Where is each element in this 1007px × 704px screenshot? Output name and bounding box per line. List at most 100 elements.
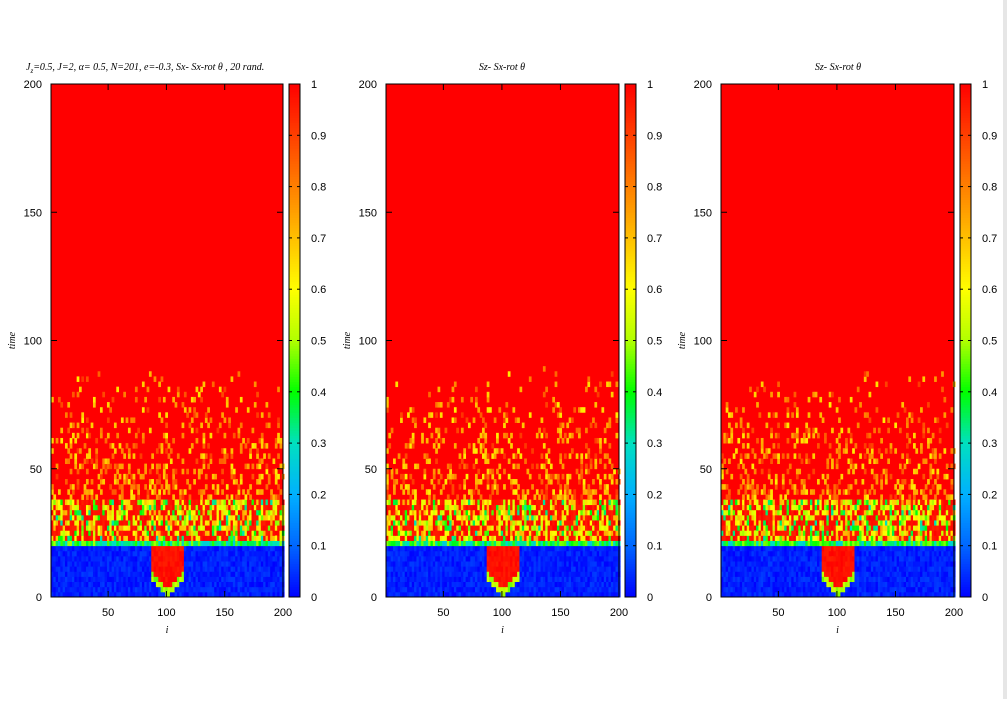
heat-cell bbox=[154, 571, 157, 577]
heat-cell bbox=[395, 469, 398, 475]
heat-cell bbox=[130, 484, 133, 490]
heat-cell bbox=[599, 515, 602, 521]
heat-cell bbox=[77, 561, 80, 567]
y-tick-label: 200 bbox=[24, 79, 42, 91]
heat-cell bbox=[487, 407, 490, 413]
heat-cell bbox=[147, 546, 150, 552]
heat-cell bbox=[58, 571, 61, 577]
heat-cell bbox=[130, 525, 133, 531]
heat-cell bbox=[130, 541, 133, 547]
heat-cell bbox=[133, 505, 136, 511]
heat-cell bbox=[494, 520, 497, 526]
heat-cell bbox=[280, 576, 283, 582]
heat-cell bbox=[456, 535, 459, 541]
heat-cell bbox=[559, 458, 562, 464]
heat-cell bbox=[402, 525, 405, 531]
heat-cell bbox=[536, 505, 539, 511]
heat-cell bbox=[226, 500, 229, 506]
heat-cell bbox=[116, 582, 119, 588]
heat-cell bbox=[161, 448, 164, 454]
heat-cell bbox=[569, 535, 572, 541]
heat-cell bbox=[583, 500, 586, 506]
heat-cell bbox=[112, 556, 115, 562]
heat-cell bbox=[70, 561, 73, 567]
heat-cell bbox=[77, 515, 80, 521]
heat-cell bbox=[95, 546, 98, 552]
heat-cell bbox=[592, 566, 595, 572]
heat-cell bbox=[550, 546, 553, 552]
heat-cell bbox=[121, 464, 124, 470]
heat-cell bbox=[468, 551, 471, 557]
heat-cell bbox=[468, 423, 471, 429]
heat-cell bbox=[100, 469, 103, 475]
heat-cell bbox=[275, 505, 278, 511]
heat-cell bbox=[231, 464, 234, 470]
heat-cell bbox=[184, 541, 187, 547]
heat-cell bbox=[149, 587, 152, 593]
heat-cell bbox=[163, 505, 166, 511]
heat-cell bbox=[416, 571, 419, 577]
heat-cell bbox=[249, 561, 252, 567]
heat-cell bbox=[391, 556, 394, 562]
heat-cell bbox=[133, 417, 136, 423]
heat-cell bbox=[221, 530, 224, 536]
heat-cell bbox=[105, 500, 108, 506]
heat-cell bbox=[487, 510, 490, 516]
heat-cell bbox=[158, 576, 161, 582]
heat-cell bbox=[405, 582, 408, 588]
heat-cell bbox=[224, 500, 227, 506]
heat-cell bbox=[395, 541, 398, 547]
heat-cell bbox=[91, 494, 94, 500]
heat-cell bbox=[63, 535, 66, 541]
heat-cell bbox=[440, 576, 443, 582]
heat-cell bbox=[463, 479, 466, 485]
heat-cell bbox=[398, 525, 401, 531]
heat-cell bbox=[210, 582, 213, 588]
heat-cell bbox=[405, 561, 408, 567]
heat-cell bbox=[266, 525, 269, 531]
heat-cell bbox=[133, 453, 136, 459]
heat-cell bbox=[398, 541, 401, 547]
heat-cell bbox=[562, 423, 565, 429]
heat-cell bbox=[60, 525, 63, 531]
heat-cell bbox=[423, 541, 426, 547]
heat-cell bbox=[475, 387, 478, 393]
heat-cell bbox=[105, 530, 108, 536]
heat-cell bbox=[217, 541, 220, 547]
heat-cell bbox=[107, 551, 110, 557]
heat-cell bbox=[562, 546, 565, 552]
heat-cell bbox=[414, 510, 417, 516]
heat-cell bbox=[510, 566, 513, 572]
colorbar-tick-label: 0.1 bbox=[311, 541, 326, 553]
heat-cell bbox=[573, 505, 576, 511]
heat-cell bbox=[91, 582, 94, 588]
heat-cell bbox=[107, 505, 110, 511]
heat-cell bbox=[137, 535, 140, 541]
heat-cell bbox=[147, 561, 150, 567]
heat-cell bbox=[416, 464, 419, 470]
heat-cell bbox=[254, 541, 257, 547]
heat-cell bbox=[454, 474, 457, 480]
heat-cell bbox=[210, 546, 213, 552]
heat-cell bbox=[580, 474, 583, 480]
heat-cell bbox=[585, 561, 588, 567]
heat-cell bbox=[67, 515, 70, 521]
heat-cell bbox=[613, 505, 616, 511]
heat-cell bbox=[498, 556, 501, 562]
heat-cell bbox=[578, 515, 581, 521]
heat-cell bbox=[175, 571, 178, 577]
heat-cell bbox=[121, 551, 124, 557]
heat-cell bbox=[168, 551, 171, 557]
heat-cell bbox=[149, 515, 152, 521]
heat-cell bbox=[550, 566, 553, 572]
heat-cell bbox=[77, 556, 80, 562]
heat-cell bbox=[77, 423, 80, 429]
heat-cell bbox=[611, 371, 614, 377]
heat-cell bbox=[405, 453, 408, 459]
heat-cell bbox=[280, 535, 283, 541]
heat-cell bbox=[126, 566, 129, 572]
heat-cell bbox=[266, 546, 269, 552]
heat-cell bbox=[433, 556, 436, 562]
heat-cell bbox=[515, 587, 518, 593]
heat-cell bbox=[484, 433, 487, 439]
